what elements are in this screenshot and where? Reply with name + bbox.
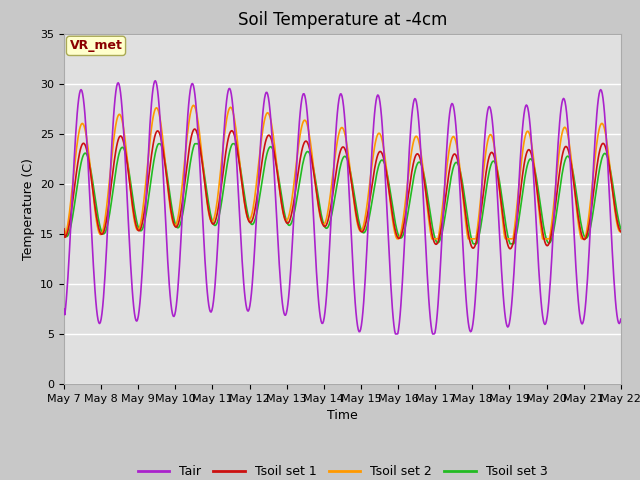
Tsoil set 1	[70, 188, 78, 193]
Tair	[60, 306, 68, 312]
Tsoil set 3	[428, 216, 435, 222]
Tair	[617, 316, 625, 322]
X-axis label: Time: Time	[327, 409, 358, 422]
Tair	[428, 328, 436, 334]
Tsoil set 1	[184, 155, 192, 160]
Tsoil set 2	[127, 196, 135, 202]
Tsoil set 1	[127, 193, 135, 199]
Tair	[392, 331, 399, 337]
Tsoil set 3	[411, 169, 419, 175]
Tsoil set 3	[127, 185, 135, 191]
Tsoil set 3	[185, 171, 193, 177]
Line: Tsoil set 1: Tsoil set 1	[64, 129, 621, 249]
Tair	[214, 235, 222, 240]
Text: VR_met: VR_met	[70, 39, 122, 52]
Tsoil set 3	[60, 221, 68, 227]
Tair	[152, 78, 159, 84]
Tsoil set 2	[60, 216, 68, 222]
Tair	[127, 274, 135, 280]
Tair	[412, 96, 419, 102]
Tsoil set 1	[506, 246, 514, 252]
Tsoil set 3	[617, 226, 625, 231]
Tair	[70, 159, 78, 165]
Title: Soil Temperature at -4cm: Soil Temperature at -4cm	[237, 11, 447, 29]
Tsoil set 2	[70, 167, 78, 173]
Tsoil set 1	[617, 229, 625, 235]
Tsoil set 2	[617, 228, 625, 234]
Tsoil set 3	[70, 204, 78, 210]
Tsoil set 1	[191, 126, 198, 132]
Tsoil set 2	[184, 127, 192, 133]
Legend: Tair, Tsoil set 1, Tsoil set 2, Tsoil set 3: Tair, Tsoil set 1, Tsoil set 2, Tsoil se…	[132, 460, 552, 480]
Tsoil set 1	[411, 155, 419, 161]
Tsoil set 3	[470, 241, 477, 247]
Tsoil set 2	[214, 191, 222, 197]
Tsoil set 2	[428, 236, 436, 242]
Tsoil set 1	[214, 206, 222, 212]
Line: Tsoil set 3: Tsoil set 3	[64, 144, 621, 244]
Tsoil set 1	[60, 226, 68, 232]
Tsoil set 2	[412, 133, 419, 139]
Tsoil set 3	[155, 141, 163, 146]
Y-axis label: Temperature (C): Temperature (C)	[22, 158, 35, 260]
Line: Tsoil set 2: Tsoil set 2	[64, 105, 621, 239]
Tsoil set 1	[428, 226, 435, 232]
Tair	[185, 101, 193, 107]
Tsoil set 2	[189, 102, 197, 108]
Line: Tair: Tair	[64, 81, 621, 334]
Tsoil set 2	[394, 236, 402, 242]
Tsoil set 3	[214, 217, 222, 223]
